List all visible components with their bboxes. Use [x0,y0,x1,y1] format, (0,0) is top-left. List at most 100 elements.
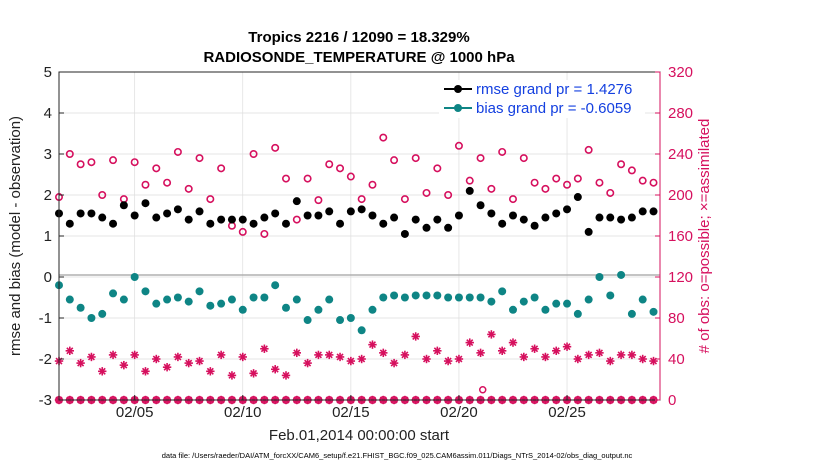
assimilated-obs-point [195,356,204,366]
asterisk-stroke [152,355,160,363]
possible-obs-point [65,150,74,159]
asterisk-stroke [250,369,258,377]
rmse-point [465,186,474,195]
bias-point [617,270,626,279]
assimilated-obs-point [584,350,593,360]
asterisk-stroke [487,330,495,338]
rmse-point [271,209,280,218]
asterisk-stroke [98,367,106,375]
bias-point [314,305,323,314]
asterisk-stroke [206,367,214,375]
asterisk-stroke [552,347,560,355]
bias-point [541,305,550,314]
possible-obs-point [292,215,301,224]
x-tick-label: 02/20 [440,404,478,421]
bias-point [487,297,496,306]
asterisk-stroke [520,353,528,361]
asterisk-stroke [422,355,431,363]
rmse-point [563,205,572,214]
chart-title-line2: RADIOSONDE_TEMPERATURE @ 1000 hPa [203,49,515,66]
rmse-point [292,197,301,206]
asterisk-stroke [509,339,517,347]
assimilated-obs-point [454,354,464,364]
possible-obs-point [400,195,409,204]
bias-point [498,287,507,296]
assimilated-obs-point [346,356,356,366]
rmse-point [379,219,388,228]
bias-point [422,291,431,300]
bias-point [109,289,118,298]
data-file-footer: data file: /Users/raeder/DAI/ATM_forcXX/… [162,451,633,460]
possible-obs-point [130,158,139,167]
bias-point [217,299,226,308]
possible-obs-point [346,172,355,181]
bias-point [249,293,258,302]
asterisk-stroke [77,359,85,367]
rmse-point [184,215,193,224]
bias-point [368,305,377,314]
possible-obs-point [498,147,507,156]
possible-obs-point [325,160,334,169]
assimilated-obs-point [260,344,269,353]
rmse-point [454,211,463,220]
assimilated-obs-point [335,352,345,362]
possible-obs-point [390,156,399,165]
rmse-point [627,213,636,222]
possible-obs-point [530,178,539,187]
y-left-tick-label: -2 [39,351,52,368]
asterisk-stroke [401,351,409,359]
possible-obs-point [422,188,431,197]
rmse-point [476,201,485,210]
possible-obs-point [476,154,485,163]
possible-obs-point [508,195,517,204]
assimilated-obs-point [292,348,302,358]
possible-obs-point [573,174,582,183]
assimilated-obs-point [541,352,550,362]
asterisk-stroke [87,353,95,361]
possible-obs-outlier-point [478,386,487,394]
rmse-point [519,215,528,224]
possible-obs-point [76,160,85,169]
bias-point [627,309,636,318]
legend: rmse grand pr = 1.4276 bias grand pr = -… [439,80,645,118]
asterisk-stroke [66,347,74,355]
bias-point [119,295,128,304]
asterisk-stroke [131,351,139,359]
bias-point [530,293,539,302]
rmse-point [152,213,161,222]
assimilated-obs-point [76,358,85,368]
bias-point [346,314,355,322]
assimilated-obs-point [162,363,172,372]
rmse-point [530,221,539,230]
asterisk-stroke [455,355,463,363]
chart-title-line1: Tropics 2216 / 12090 = 18.329% [248,29,469,46]
rmse-point [206,219,215,228]
rmse-point [65,219,74,228]
possible-obs-point [303,174,312,183]
possible-obs-point [595,178,604,187]
y-right-tick-label: 0 [668,392,676,409]
y-right-tick-label: 120 [668,269,693,286]
rmse-point [238,215,247,224]
y-left-tick-label: 4 [44,105,52,122]
assimilated-obs-point [281,371,291,380]
possible-obs-point [368,180,377,189]
legend-bias-marker [454,104,462,112]
possible-obs-point [217,164,226,173]
assimilated-obs-point [411,332,420,341]
y-right-tick-label: 240 [668,146,693,163]
asterisk-stroke [606,357,614,365]
y-right-tick-label: 160 [668,228,693,245]
assimilated-obs-point [87,352,96,362]
bias-point [433,291,442,300]
assimilated-obs-point [530,344,539,353]
rmse-point [411,215,420,224]
possible-obs-point [109,156,118,165]
possible-obs-point [454,141,463,150]
bias-point [195,287,204,296]
possible-obs-point [281,174,290,183]
assimilated-obs-point [65,346,75,355]
rmse-point [260,213,269,222]
assimilated-obs-point [152,354,161,364]
